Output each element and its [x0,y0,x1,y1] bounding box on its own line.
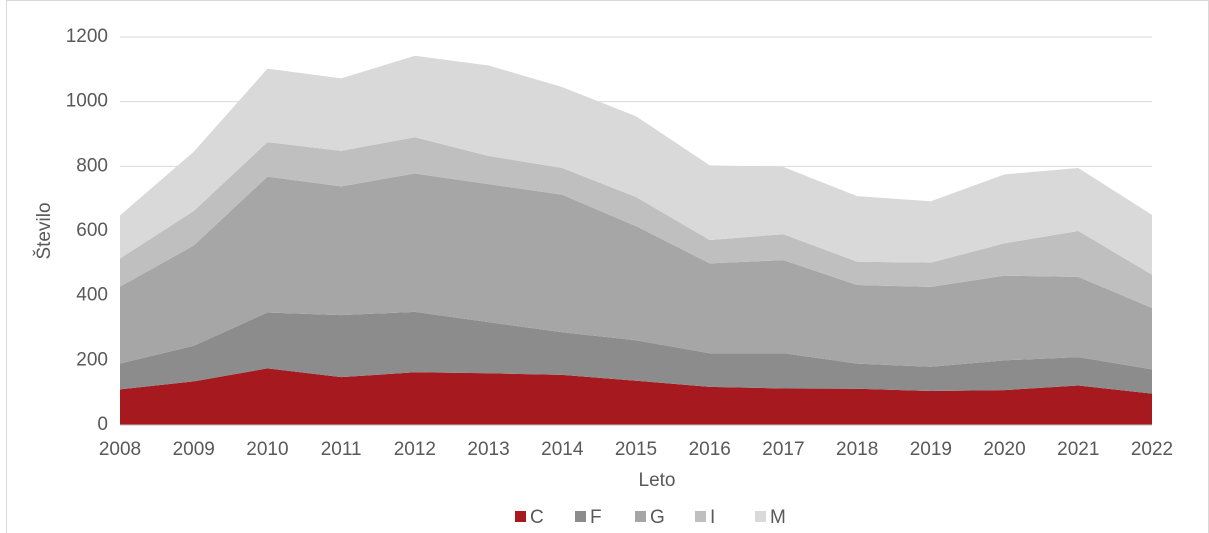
x-tick-label: 2018 [836,439,878,460]
y-tick-label: 600 [76,220,108,241]
y-tick-label: 400 [76,285,108,306]
area [120,368,1152,425]
legend-label: M [770,507,786,528]
legend-swatch [515,511,526,522]
x-tick-label: 2009 [173,439,215,460]
x-tick-label: 2020 [983,439,1025,460]
y-tick-label: 200 [76,349,108,370]
y-tick-label: 800 [76,155,108,176]
x-tick-label: 2017 [762,439,804,460]
area [120,311,1152,394]
x-tick-label: 2015 [615,439,657,460]
legend-swatch [575,511,586,522]
x-tick-label: 2022 [1131,439,1173,460]
y-axis-label: Število [33,202,55,259]
y-tick-label: 0 [97,414,108,435]
areas [120,55,1152,425]
legend-swatch [635,511,646,522]
y-tick-label: 1200 [66,26,108,47]
area [120,55,1152,275]
x-tick-label: 2013 [467,439,509,460]
legend-swatch [755,511,766,522]
x-axis-label: Leto [639,470,676,491]
area [120,173,1152,370]
x-tick-label: 2019 [910,439,952,460]
legend-label: C [530,507,544,528]
x-tick-label: 2010 [246,439,288,460]
y-tick-label: 1000 [66,91,108,112]
legend-label: F [590,507,602,528]
area [120,137,1152,308]
legend-label: G [650,507,665,528]
x-tick-label: 2011 [321,439,362,460]
x-tick-label: 2016 [689,439,731,460]
legend-swatch [695,511,706,522]
legend-label: I [710,507,715,528]
x-tick-label: 2014 [541,439,584,460]
x-tick-label: 2012 [394,439,436,460]
x-tick-label: 2008 [99,439,141,460]
x-tick-label: 2021 [1057,439,1099,460]
